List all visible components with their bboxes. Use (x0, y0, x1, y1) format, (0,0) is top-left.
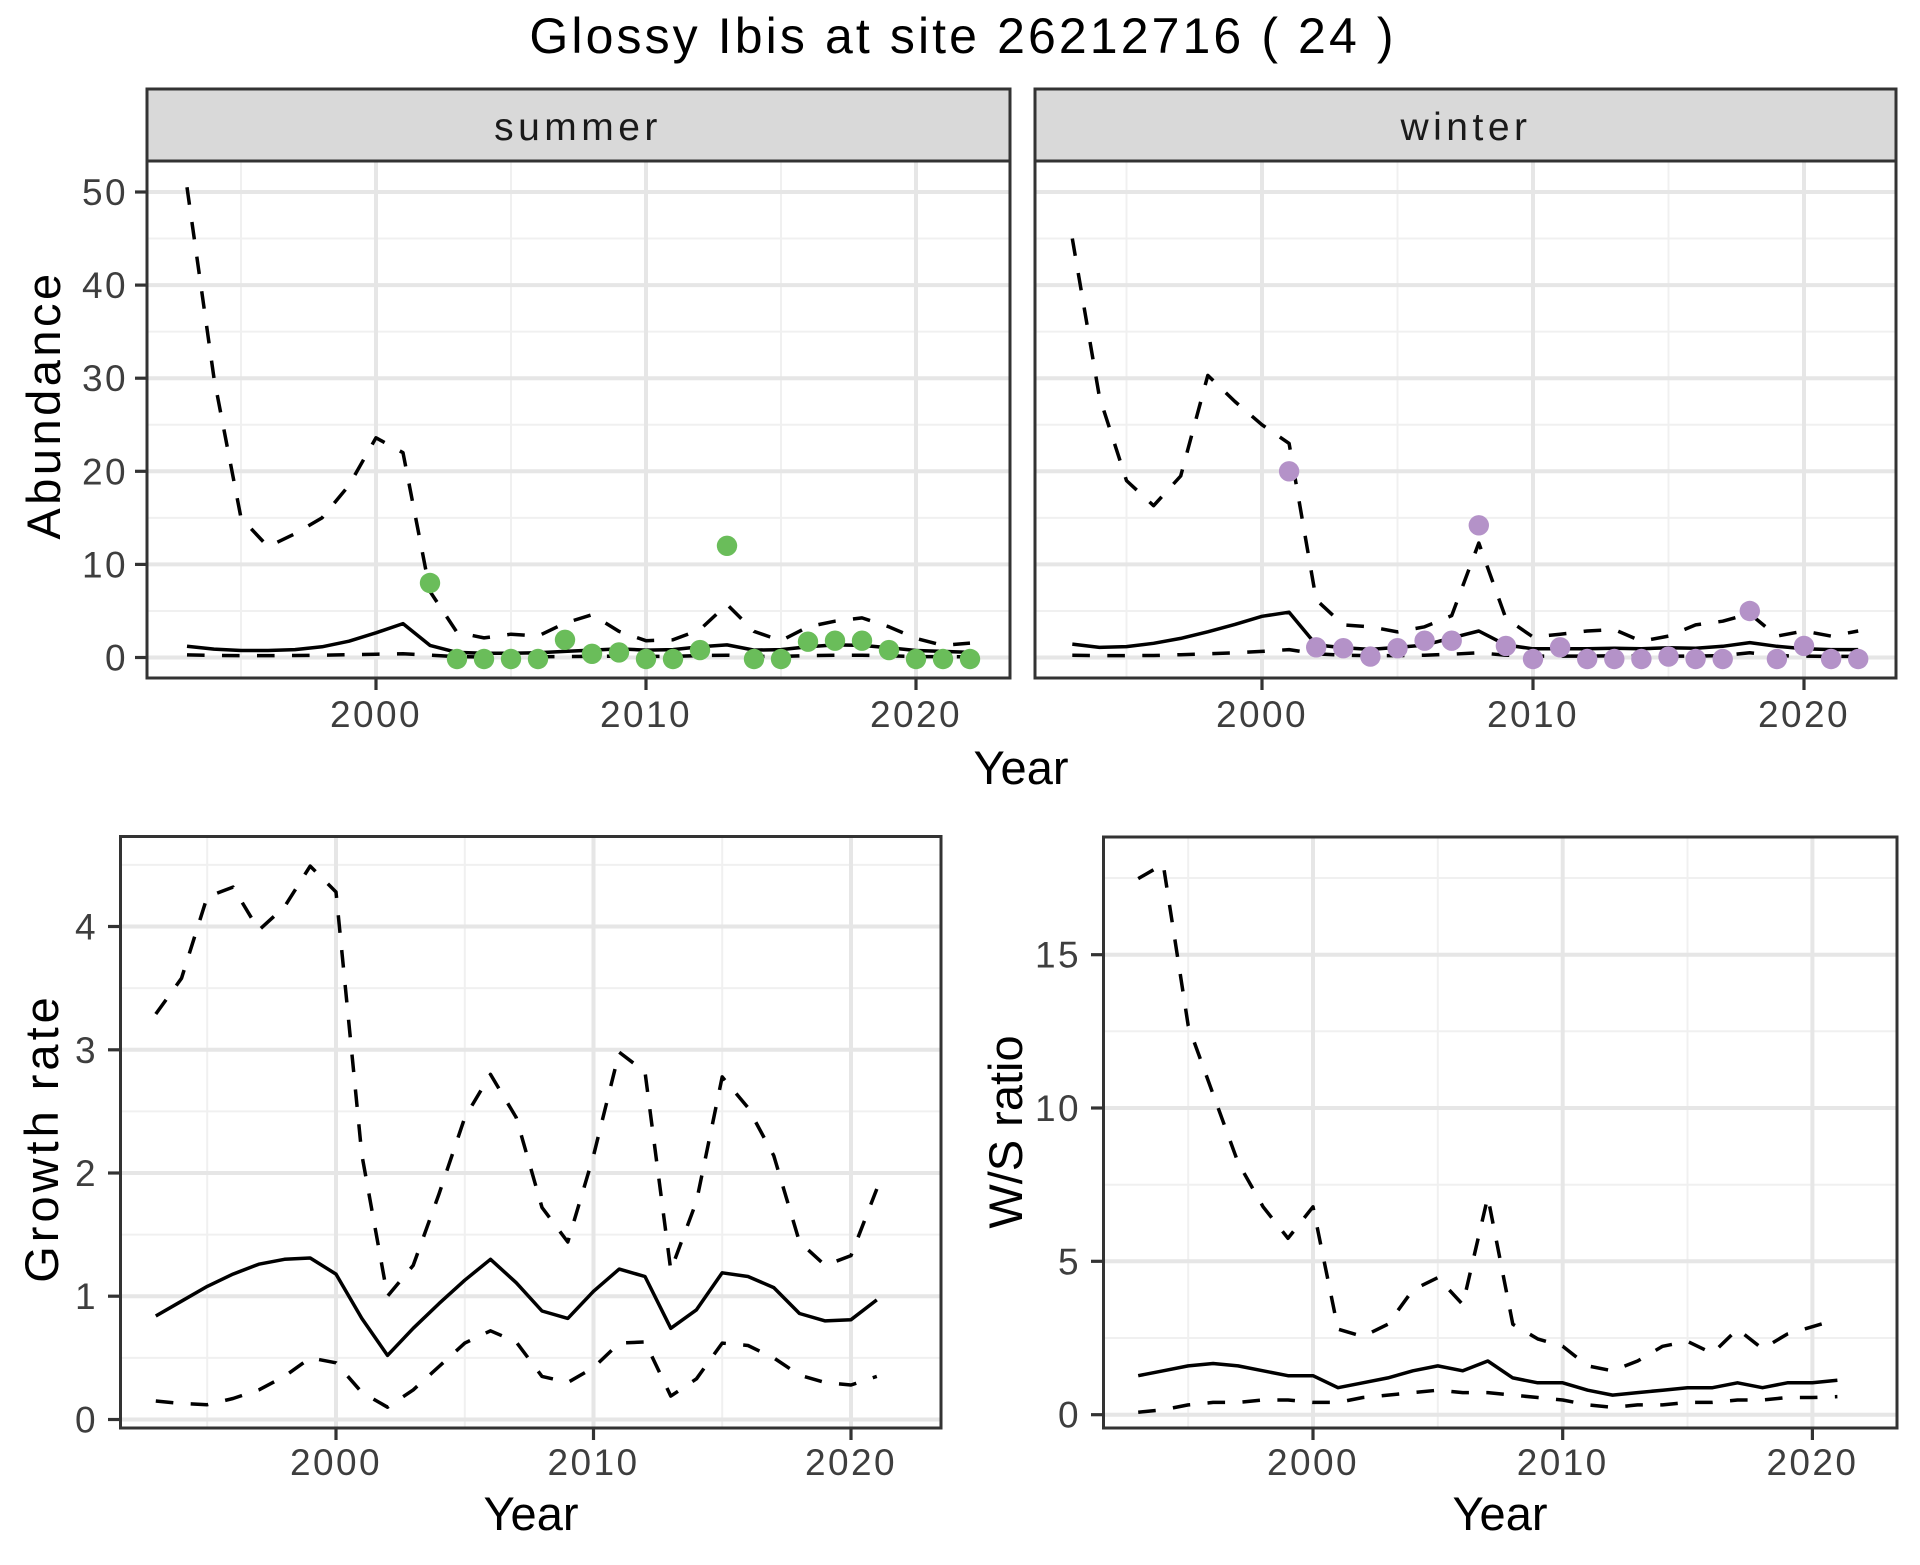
svg-text:3: 3 (75, 1030, 98, 1071)
svg-text:2: 2 (75, 1153, 98, 1194)
svg-text:2000: 2000 (1267, 1442, 1359, 1483)
svg-text:0: 0 (1058, 1395, 1081, 1436)
svg-text:40: 40 (82, 265, 128, 306)
svg-text:2000: 2000 (290, 1442, 382, 1483)
svg-text:1: 1 (75, 1276, 98, 1317)
svg-text:2010: 2010 (548, 1442, 640, 1483)
svg-text:Abundance: Abundance (17, 270, 70, 539)
svg-text:15: 15 (1035, 935, 1081, 976)
svg-text:Glossy Ibis at site 26212716 (: Glossy Ibis at site 26212716 ( 24 ) (529, 8, 1396, 64)
svg-text:2020: 2020 (805, 1442, 897, 1483)
svg-text:30: 30 (82, 358, 128, 399)
svg-text:Growth rate: Growth rate (15, 993, 68, 1283)
svg-text:W/S ratio: W/S ratio (979, 1035, 1032, 1228)
svg-text:2010: 2010 (1487, 694, 1579, 735)
svg-text:2020: 2020 (1766, 1442, 1858, 1483)
svg-text:2020: 2020 (870, 694, 962, 735)
svg-text:2000: 2000 (1216, 694, 1308, 735)
svg-text:10: 10 (82, 544, 128, 585)
svg-text:10: 10 (1035, 1088, 1081, 1129)
svg-text:4: 4 (75, 907, 98, 948)
svg-text:summer: summer (494, 106, 662, 149)
svg-text:2010: 2010 (600, 694, 692, 735)
svg-text:0: 0 (105, 638, 128, 679)
svg-text:0: 0 (75, 1400, 98, 1441)
svg-text:2010: 2010 (1517, 1442, 1609, 1483)
svg-text:2000: 2000 (330, 694, 422, 735)
svg-text:winter: winter (1399, 106, 1531, 149)
svg-text:2020: 2020 (1758, 694, 1850, 735)
svg-text:5: 5 (1058, 1241, 1081, 1282)
svg-text:20: 20 (82, 451, 128, 492)
svg-text:Year: Year (484, 1487, 579, 1540)
svg-text:Year: Year (1453, 1487, 1548, 1540)
svg-text:Year: Year (974, 741, 1069, 794)
svg-text:50: 50 (82, 172, 128, 213)
